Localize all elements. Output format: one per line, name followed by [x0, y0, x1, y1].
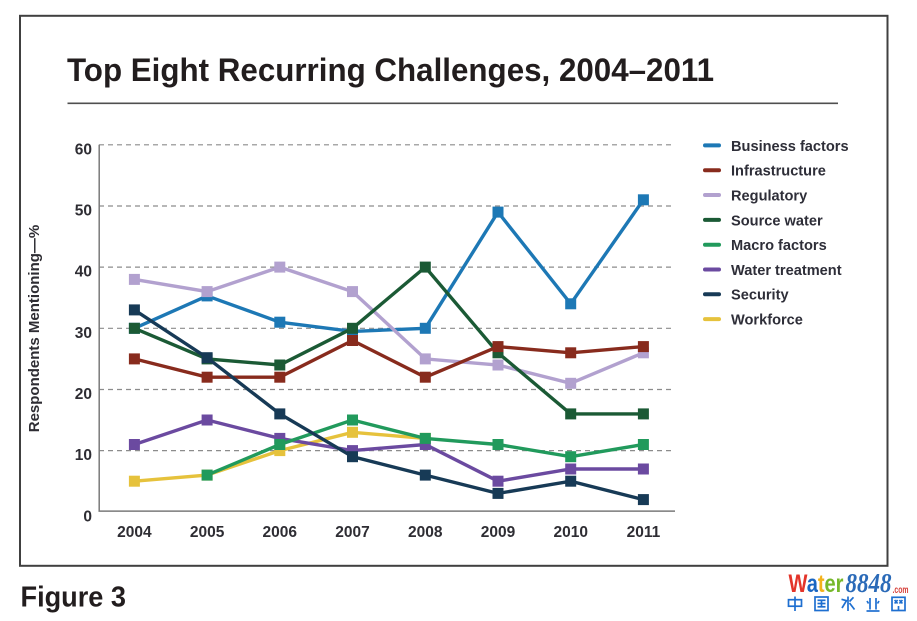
svg-text:50: 50	[75, 203, 92, 220]
svg-text:Workforce: Workforce	[731, 313, 803, 329]
svg-text:8848: 8848	[846, 568, 892, 598]
svg-text:2004: 2004	[117, 524, 152, 541]
svg-text:Macro factors: Macro factors	[731, 238, 827, 254]
svg-text:.com: .com	[893, 585, 909, 596]
svg-text:Regulatory: Regulatory	[731, 188, 808, 204]
svg-text:2007: 2007	[335, 524, 369, 541]
svg-text:60: 60	[75, 141, 92, 158]
svg-text:2006: 2006	[263, 524, 298, 541]
svg-text:2011: 2011	[627, 524, 661, 541]
svg-text:Respondents Mentioning—%: Respondents Mentioning—%	[26, 225, 43, 433]
svg-text:Figure 3: Figure 3	[21, 582, 127, 614]
svg-text:Top Eight Recurring Challenges: Top Eight Recurring Challenges, 2004–201…	[67, 52, 714, 88]
svg-text:20: 20	[75, 386, 92, 403]
svg-text:Infrastructure: Infrastructure	[731, 164, 826, 180]
svg-text:Business factors: Business factors	[731, 139, 849, 155]
svg-text:30: 30	[75, 325, 92, 342]
svg-text:2008: 2008	[408, 524, 443, 541]
svg-text:Security: Security	[731, 288, 789, 304]
svg-text:40: 40	[75, 264, 92, 281]
svg-text:2010: 2010	[553, 524, 587, 541]
svg-text:0: 0	[83, 508, 92, 525]
svg-text:Source water: Source water	[731, 213, 823, 229]
svg-text:Water: Water	[789, 570, 844, 598]
svg-text:2005: 2005	[190, 524, 225, 541]
svg-text:2009: 2009	[481, 524, 516, 541]
svg-text:Water treatment: Water treatment	[731, 263, 842, 279]
svg-text:10: 10	[75, 447, 92, 464]
